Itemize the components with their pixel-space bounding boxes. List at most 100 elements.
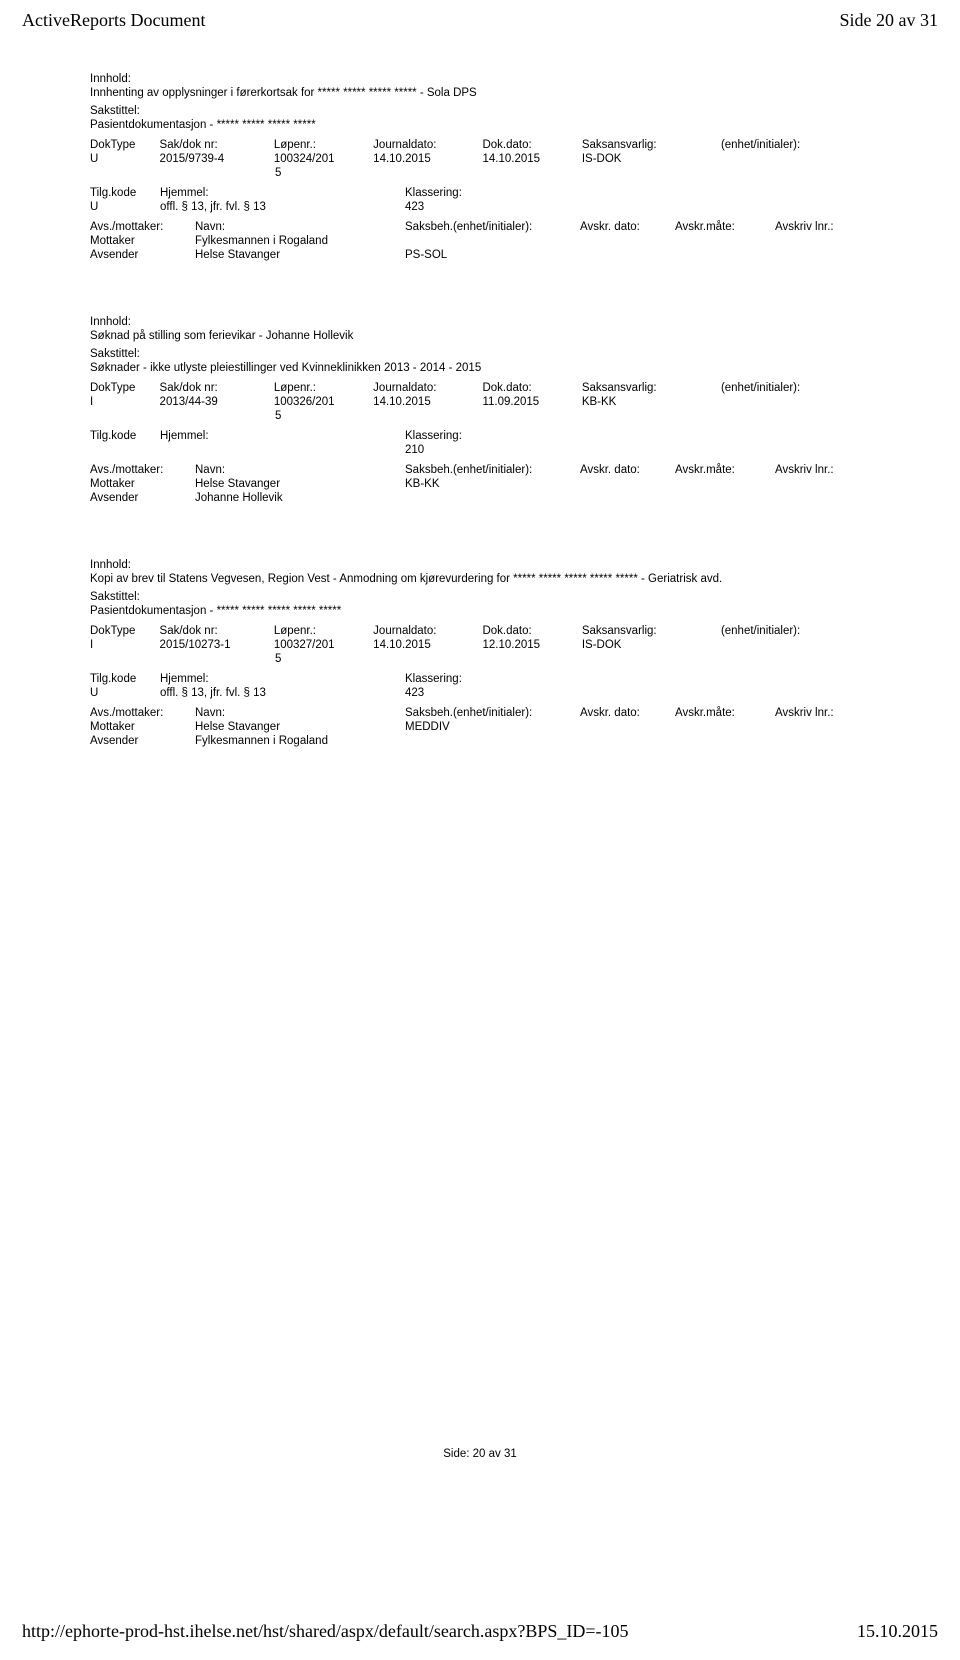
party-row: Mottaker Helse Stavanger KB-KK xyxy=(90,478,870,490)
innhold-label: Innhold: xyxy=(90,316,870,328)
meta-value-row: U 2015/9739-4 100324/201 14.10.2015 14.1… xyxy=(90,153,870,165)
innhold-label: Innhold: xyxy=(90,559,870,571)
sakstittel-value: Pasientdokumentasjon - ***** ***** *****… xyxy=(90,119,870,131)
tilgkode-label: Tilg.kode xyxy=(90,430,160,442)
page: ActiveReports Document Side 20 av 31 Inn… xyxy=(0,0,960,1660)
party-role: Avsender xyxy=(90,492,195,504)
avsmottaker-label: Avs./mottaker: xyxy=(90,707,195,719)
lopenr-continuation: 5 xyxy=(90,410,870,422)
party-row: Avsender Fylkesmannen i Rogaland xyxy=(90,735,870,747)
avsmottaker-label: Avs./mottaker: xyxy=(90,464,195,476)
hjemmel-value: offl. § 13, jfr. fvl. § 13 xyxy=(160,687,405,699)
party-saksbeh xyxy=(405,735,580,747)
klassering-label: Klassering: xyxy=(405,187,585,199)
sakstittel-value: Pasientdokumentasjon - ***** ***** *****… xyxy=(90,605,870,617)
avsmottaker-label: Avs./mottaker: xyxy=(90,221,195,233)
lopenr-label: Løpenr.: xyxy=(274,139,373,151)
party-row: Avsender Johanne Hollevik xyxy=(90,492,870,504)
record: Innhold: Innhenting av opplysninger i fø… xyxy=(90,73,870,261)
meta-value-row: I 2015/10273-1 100327/201 14.10.2015 12.… xyxy=(90,639,870,651)
party-saksbeh xyxy=(405,235,580,247)
tilgkode-label: Tilg.kode xyxy=(90,673,160,685)
mid-page-footer: Side: 20 av 31 xyxy=(0,1448,960,1460)
party-saksbeh: PS-SOL xyxy=(405,249,580,261)
party-row: Mottaker Fylkesmannen i Rogaland xyxy=(90,235,870,247)
avskrmate-label: Avskr.måte: xyxy=(675,221,775,233)
doktype-label: DokType xyxy=(90,382,160,394)
innhold-value: Kopi av brev til Statens Vegvesen, Regio… xyxy=(90,573,870,585)
innhold-value: Innhenting av opplysninger i førerkortsa… xyxy=(90,87,870,99)
lopenr-value: 100327/201 xyxy=(274,639,373,651)
lopenr-continuation: 5 xyxy=(90,653,870,665)
sakstittel-value: Søknader - ikke utlyste pleiestillinger … xyxy=(90,362,870,374)
tilgkode-label: Tilg.kode xyxy=(90,187,160,199)
lopenr-label: Løpenr.: xyxy=(274,625,373,637)
sakstittel-label: Sakstittel: xyxy=(90,348,870,360)
party-role: Mottaker xyxy=(90,721,195,733)
meta-header-row: DokType Sak/dok nr: Løpenr.: Journaldato… xyxy=(90,382,870,394)
saksansvarlig-label: Saksansvarlig: xyxy=(582,625,721,637)
saksbeh-label: Saksbeh.(enhet/initialer): xyxy=(405,221,580,233)
dokdato-label: Dok.dato: xyxy=(482,139,581,151)
tilg-value xyxy=(90,444,160,456)
avskrdato-label: Avskr. dato: xyxy=(580,464,675,476)
journaldato-label: Journaldato: xyxy=(373,382,482,394)
tilg-value-row: U offl. § 13, jfr. fvl. § 13 423 xyxy=(90,687,870,699)
party-saksbeh xyxy=(405,492,580,504)
avskriv-label: Avskriv lnr.: xyxy=(775,221,870,233)
navn-label: Navn: xyxy=(195,221,405,233)
meta-header-row: DokType Sak/dok nr: Løpenr.: Journaldato… xyxy=(90,139,870,151)
saksansvarlig-label: Saksansvarlig: xyxy=(582,382,721,394)
tilg-header-row: Tilg.kode Hjemmel: Klassering: xyxy=(90,187,870,199)
party-saksbeh: MEDDIV xyxy=(405,721,580,733)
party-role: Avsender xyxy=(90,249,195,261)
doc-title: ActiveReports Document xyxy=(22,10,205,31)
hjemmel-label: Hjemmel: xyxy=(160,430,405,442)
saksbeh-label-text: Saksbeh. xyxy=(405,707,453,719)
party-row: Mottaker Helse Stavanger MEDDIV xyxy=(90,721,870,733)
party-name: Johanne Hollevik xyxy=(195,492,405,504)
hjemmel-value xyxy=(160,444,405,456)
navn-label: Navn: xyxy=(195,464,405,476)
ddato-value: 14.10.2015 xyxy=(482,153,581,165)
doktype-label: DokType xyxy=(90,139,160,151)
tilg-value: U xyxy=(90,201,160,213)
innhold-value: Søknad på stilling som ferievikar - Joha… xyxy=(90,330,870,342)
party-name: Helse Stavanger xyxy=(195,249,405,261)
sakstittel-label: Sakstittel: xyxy=(90,105,870,117)
party-name: Fylkesmannen i Rogaland xyxy=(195,735,405,747)
saksansvarlig-label: Saksansvarlig: xyxy=(582,139,721,151)
party-row: Avsender Helse Stavanger PS-SOL xyxy=(90,249,870,261)
party-saksbeh: KB-KK xyxy=(405,478,580,490)
saksansv-value: IS-DOK xyxy=(582,639,721,651)
footer-date: 15.10.2015 xyxy=(857,1621,938,1642)
mid-page-text: Side: 20 av 31 xyxy=(443,1448,517,1460)
doktype-label: DokType xyxy=(90,625,160,637)
saknr-value: 2013/44-39 xyxy=(160,396,274,408)
avskrmate-label: Avskr.måte: xyxy=(675,707,775,719)
innhold-label: Innhold: xyxy=(90,73,870,85)
avskriv-label: Avskriv lnr.: xyxy=(775,464,870,476)
meta-header-row: DokType Sak/dok nr: Løpenr.: Journaldato… xyxy=(90,625,870,637)
tilg-value: U xyxy=(90,687,160,699)
enhet-value xyxy=(721,396,870,408)
party-name: Fylkesmannen i Rogaland xyxy=(195,235,405,247)
hjemmel-value: offl. § 13, jfr. fvl. § 13 xyxy=(160,201,405,213)
klassering-label: Klassering: xyxy=(405,673,585,685)
sakstittel-label: Sakstittel: xyxy=(90,591,870,603)
saksbeh-label-text: Saksbeh. xyxy=(405,221,453,233)
saknr-label: Sak/dok nr: xyxy=(160,382,274,394)
jdato-value: 14.10.2015 xyxy=(373,639,482,651)
lopenr-value: 100326/201 xyxy=(274,396,373,408)
content-area: Innhold: Innhenting av opplysninger i fø… xyxy=(0,73,960,747)
saksbeh-enhet-label-text: (enhet/initialer): xyxy=(453,707,532,719)
saknr-value: 2015/9739-4 xyxy=(160,153,274,165)
lopenr-value-2: 5 xyxy=(275,410,375,422)
saksbeh-label: Saksbeh.(enhet/initialer): xyxy=(405,707,580,719)
doktype-value: U xyxy=(90,153,160,165)
klass-value: 210 xyxy=(405,444,585,456)
saksansv-value: IS-DOK xyxy=(582,153,721,165)
lopenr-value: 100324/201 xyxy=(274,153,373,165)
journaldato-label: Journaldato: xyxy=(373,625,482,637)
lopenr-continuation: 5 xyxy=(90,167,870,179)
